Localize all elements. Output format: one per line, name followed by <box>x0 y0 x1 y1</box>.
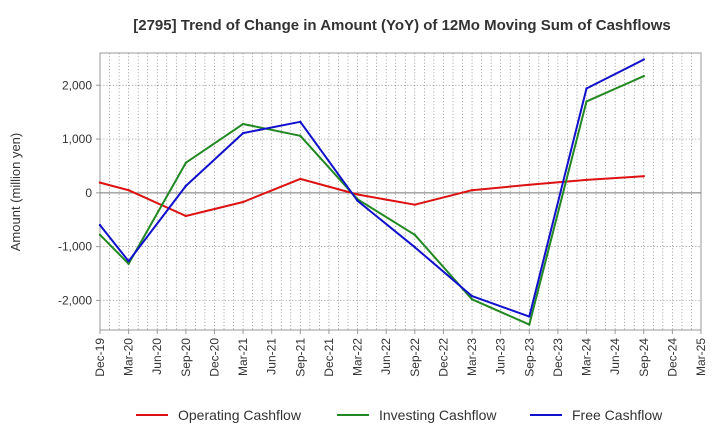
data-point-investing-cashflow <box>413 233 417 236</box>
data-point-operating-cashflow <box>356 193 359 196</box>
y-tick-label: -1,000 <box>58 240 92 254</box>
x-tick-label: Jun-21 <box>265 338 279 375</box>
chart-title: [2795] Trend of Change in Amount (YoY) o… <box>133 17 671 34</box>
data-point-free-cashflow <box>585 87 588 90</box>
data-point-investing-cashflow <box>184 161 188 164</box>
plot-area <box>99 52 702 331</box>
y-axis-label: Amount (million yen) <box>8 133 23 252</box>
legend-label-free-cashflow: Free Cashflow <box>572 407 663 423</box>
data-point-investing-cashflow <box>241 122 245 126</box>
y-tick-label: 0 <box>85 186 92 200</box>
x-tick-label: Mar-22 <box>351 338 365 376</box>
legend-label-operating-cashflow: Operating Cashflow <box>178 407 302 423</box>
legend-label-investing-cashflow: Investing Cashflow <box>379 407 497 423</box>
x-tick-label: Mar-24 <box>580 338 594 376</box>
x-tick-label: Jun-24 <box>608 338 622 375</box>
data-point-free-cashflow <box>241 131 245 135</box>
data-point-free-cashflow <box>642 58 645 61</box>
x-tick-label: Sep-23 <box>522 338 536 377</box>
data-point-operating-cashflow <box>585 178 588 182</box>
x-tick-label: Jun-23 <box>494 338 508 375</box>
data-point-operating-cashflow <box>98 181 102 184</box>
x-tick-label: Mar-23 <box>465 338 479 376</box>
data-point-free-cashflow <box>184 184 188 188</box>
y-tick-label: 1,000 <box>62 132 92 146</box>
y-axis-ticks: -2,000 -1,000 0 1,000 2,000 <box>58 78 100 307</box>
data-point-operating-cashflow <box>127 188 130 192</box>
data-point-free-cashflow <box>356 199 359 203</box>
data-point-free-cashflow <box>413 245 417 249</box>
y-tick-label: 2,000 <box>62 78 92 92</box>
x-tick-label: Dec-19 <box>93 338 107 377</box>
data-point-investing-cashflow <box>127 262 130 266</box>
data-point-investing-cashflow <box>98 233 102 236</box>
data-point-operating-cashflow <box>642 174 645 178</box>
data-point-operating-cashflow <box>299 177 302 181</box>
data-point-free-cashflow <box>299 120 302 124</box>
data-point-investing-cashflow <box>642 74 645 78</box>
data-point-free-cashflow <box>528 315 531 318</box>
x-tick-label: Dec-23 <box>551 338 565 377</box>
x-tick-label: Mar-25 <box>694 338 708 376</box>
x-tick-label: Jun-22 <box>379 338 393 375</box>
x-tick-label: Dec-20 <box>207 338 221 377</box>
x-tick-label: Mar-21 <box>236 338 250 376</box>
x-tick-label: Dec-24 <box>665 338 679 377</box>
grid-lines <box>100 53 701 330</box>
data-point-investing-cashflow <box>528 323 531 326</box>
x-tick-label: Sep-22 <box>408 338 422 377</box>
data-point-operating-cashflow <box>184 214 188 218</box>
x-axis-ticks: Dec-19 Mar-20 Jun-20 Sep-20 Dec-20 Mar-21 Jun-… <box>93 330 708 377</box>
x-tick-label: Dec-21 <box>322 338 336 377</box>
x-tick-label: Mar-20 <box>122 338 136 376</box>
x-tick-label: Sep-21 <box>293 338 307 377</box>
x-tick-label: Jun-20 <box>150 338 164 375</box>
data-point-investing-cashflow <box>299 134 302 138</box>
data-point-free-cashflow <box>127 259 130 263</box>
data-point-operating-cashflow <box>528 183 531 186</box>
data-point-operating-cashflow <box>241 200 245 204</box>
y-tick-label: -2,000 <box>58 293 92 307</box>
data-point-free-cashflow <box>98 223 102 227</box>
data-point-operating-cashflow <box>470 188 474 192</box>
x-tick-label: Sep-20 <box>179 338 193 377</box>
series-lines <box>98 58 645 326</box>
data-point-operating-cashflow <box>413 203 417 206</box>
data-point-investing-cashflow <box>585 100 588 103</box>
data-point-investing-cashflow <box>470 298 474 301</box>
x-tick-label: Dec-22 <box>436 338 450 377</box>
data-point-free-cashflow <box>470 294 474 298</box>
legend: Operating Cashflow Investing Cashflow Free… <box>136 407 663 423</box>
x-tick-label: Sep-24 <box>637 338 651 377</box>
